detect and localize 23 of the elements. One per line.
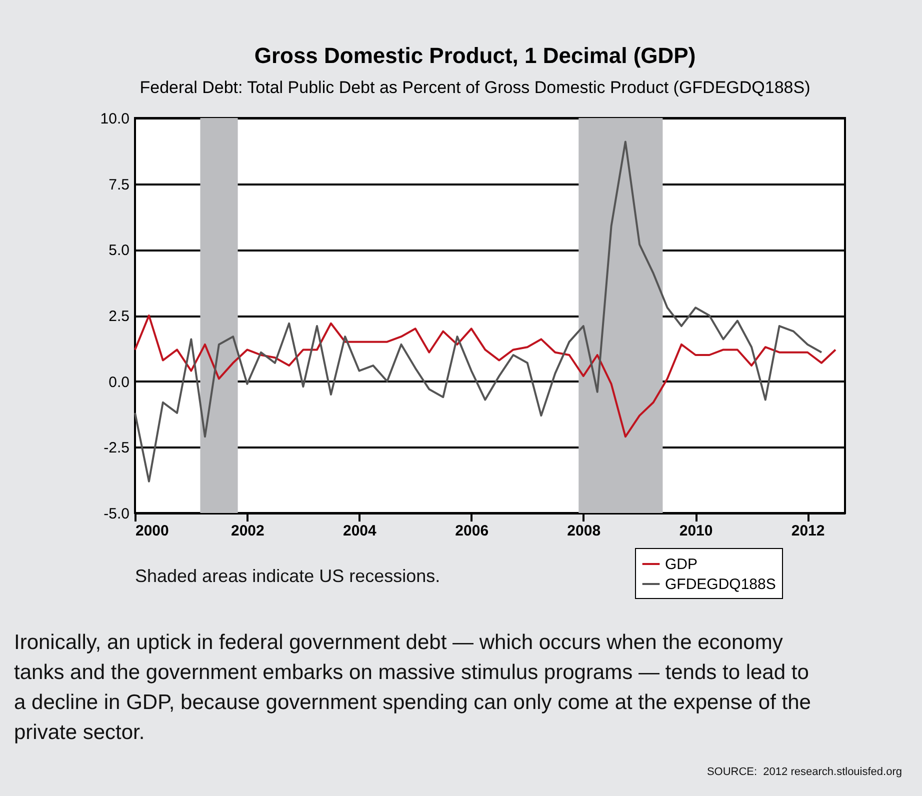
y-tick-label: -2.5	[104, 440, 130, 457]
y-tick-label: 7.5	[108, 176, 130, 194]
chart-title: Gross Domestic Product, 1 Decimal (GDP)	[254, 43, 696, 68]
line-series	[134, 140, 823, 482]
y-tick-label: 10.0	[100, 110, 130, 128]
x-tick-label: 2010	[679, 522, 713, 540]
line-series	[134, 314, 836, 438]
y-tick-label: 0.0	[108, 374, 130, 391]
legend-label: GFDEGDQ188S	[665, 576, 776, 593]
x-tick-label: 2006	[455, 522, 489, 540]
chart-subtitle: Federal Debt: Total Public Debt as Percent of Gross Domestic Product (GFDEGDQ188S)	[140, 78, 810, 97]
x-tick-label: 2002	[230, 522, 264, 540]
y-tick-label: 5.0	[108, 242, 130, 260]
text: Shaded areas indicate US recessions.	[135, 566, 440, 587]
text: Ironically, an uptick in federal government debt — which occurs when the economy tanks and the government embarks on massive stimulus programs — tends to lead to a decline in GDP, because government spending can only come at the expense of the private sector.	[14, 630, 812, 746]
x-tick-label: 2012	[791, 522, 825, 540]
source-note: SOURCE: 2012 research.stlouisfed.org	[706, 766, 902, 778]
x-tick-label: 2008	[567, 522, 601, 540]
y-tick-label: 2.5	[108, 308, 130, 325]
x-tick-label: 2000	[136, 522, 169, 540]
x-tick-label: 2004	[343, 522, 378, 540]
y-tick-label: -5.0	[104, 506, 130, 522]
legend-label: GDP	[665, 556, 698, 573]
